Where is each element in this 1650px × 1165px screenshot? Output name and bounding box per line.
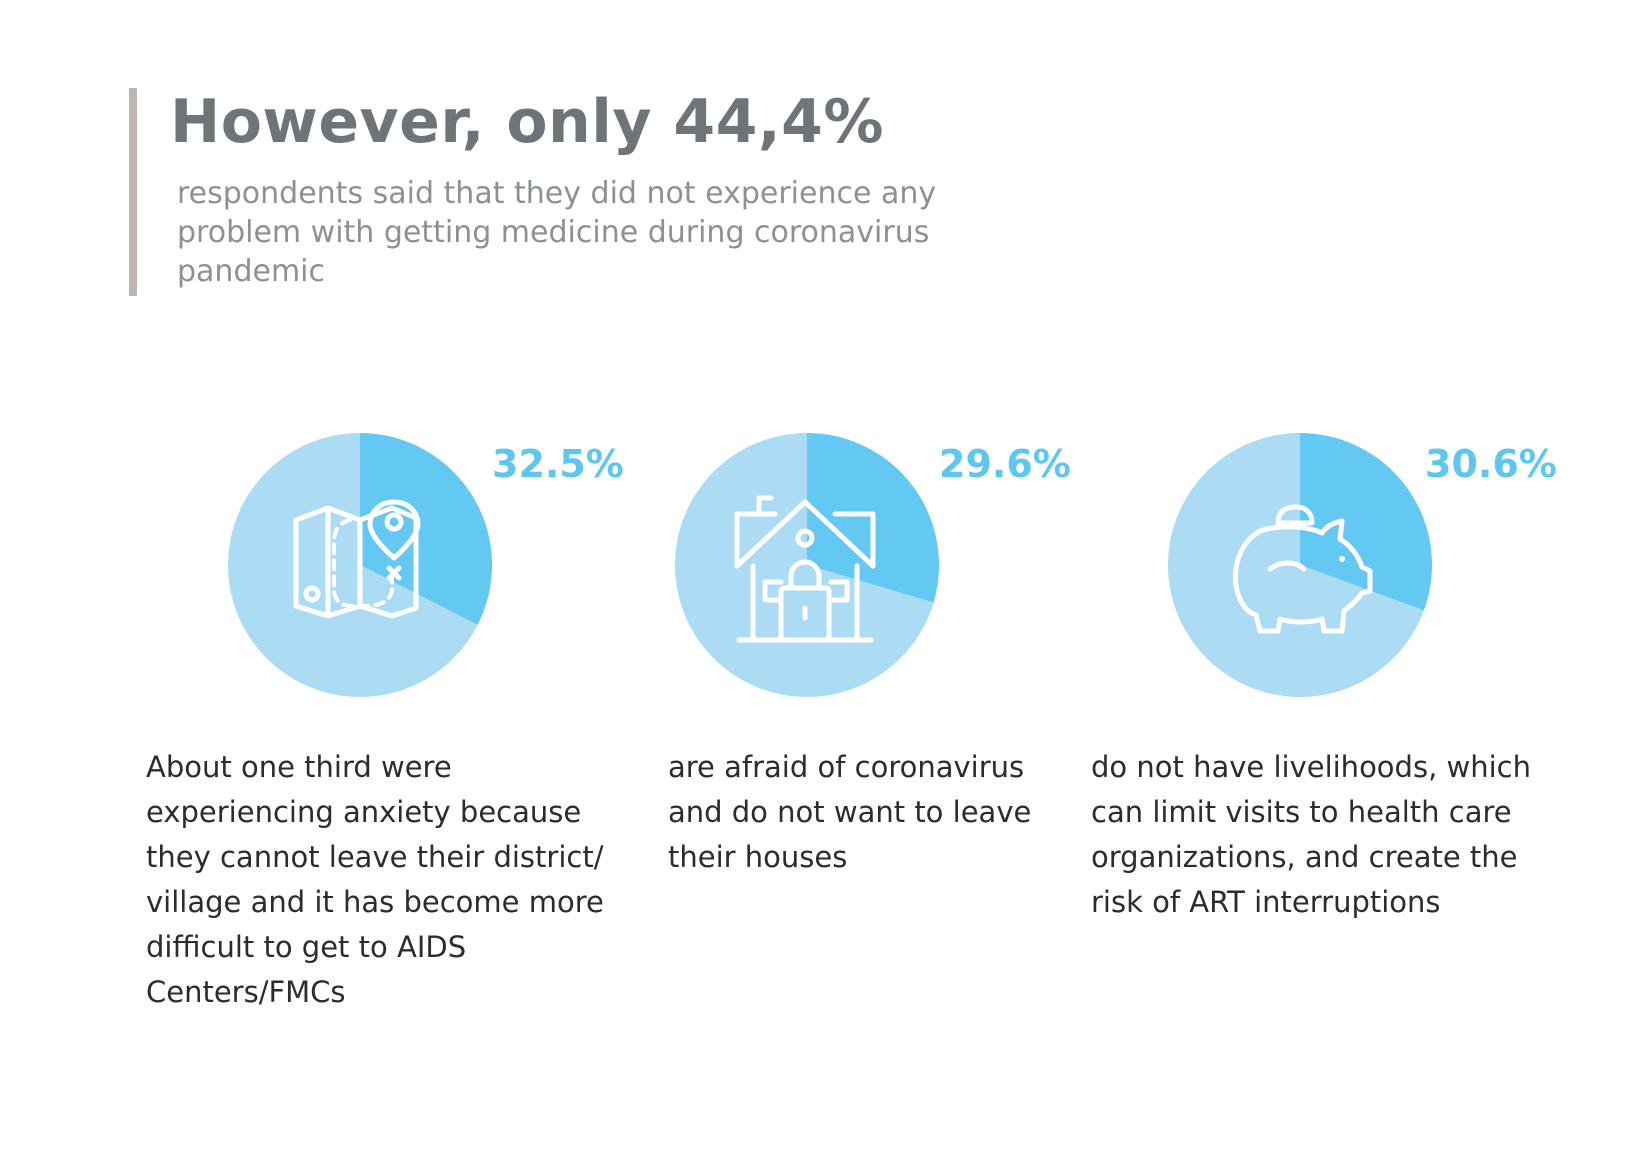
map-pin-icon (293, 499, 421, 619)
stat-block-2: 29.6% are afraid of coronavirus and do n… (668, 430, 1090, 1030)
percentage-label-2: 29.6% (939, 442, 1071, 486)
percentage-label-3: 30.6% (1425, 442, 1557, 486)
stat-block-3: 30.6% do not have livelihoods, which can… (1091, 430, 1585, 1030)
description-2: are afraid of coronavirus and do not wan… (668, 750, 1032, 874)
percentage-label-1: 32.5% (492, 442, 624, 486)
pie-chart-1 (227, 433, 492, 697)
pie-slice-remainder (227, 433, 478, 697)
stat-block-1: 32.5% About one third were experiencing … (140, 430, 624, 1030)
description-3: do not have livelihoods, which can limit… (1091, 750, 1531, 919)
header-accent-bar (129, 88, 137, 296)
description-1: About one third were experiencing anxiet… (146, 750, 604, 1009)
pie-chart-2 (675, 433, 939, 697)
page-title: However, only 44,4% (170, 87, 884, 157)
pie-slices (675, 433, 939, 697)
page-subtitle: respondents said that they did not exper… (177, 176, 937, 289)
piggy-bank-icon (1232, 504, 1373, 634)
locked-house-icon (734, 495, 876, 643)
pie-chart-3 (1168, 433, 1432, 697)
pie-slice-remainder (675, 433, 934, 697)
pie-slice-highlight (1300, 433, 1432, 611)
